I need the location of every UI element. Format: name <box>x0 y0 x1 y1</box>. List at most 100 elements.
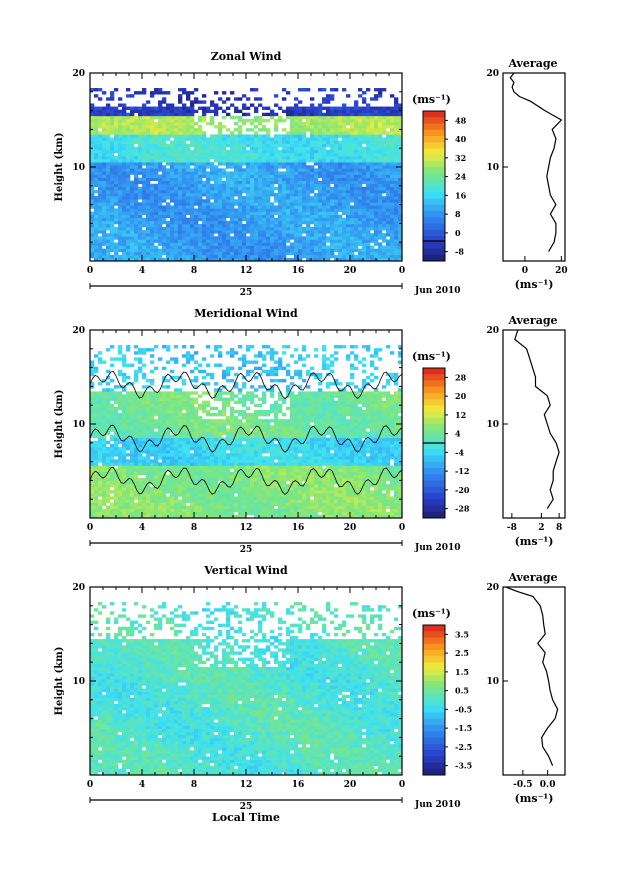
x-tick-label: 0 <box>87 523 93 533</box>
x-tick-label: 20 <box>344 780 357 790</box>
profile-x-tick: -0.5 <box>513 780 532 790</box>
heatmap-field <box>90 602 403 776</box>
colorbar-tick: -0.5 <box>455 704 472 714</box>
profile-frame <box>502 586 566 776</box>
x-tick-label: 4 <box>139 266 145 276</box>
x-tick-label: 20 <box>344 523 357 533</box>
profile-x-label: (ms⁻¹) <box>515 792 554 805</box>
y-axis-label: Height (km) <box>54 133 65 202</box>
colorbar-tick: -4 <box>455 447 464 457</box>
x-tick-label: 8 <box>191 266 197 276</box>
x-axis: 0 4 8 12 16 20 0 <box>87 330 405 533</box>
colorbar-tick: 24 <box>455 172 467 182</box>
colorbar: (ms⁻¹) 28 20 12 4 -4 -12 -20 -28 <box>412 350 470 519</box>
average-profile: Average 10 20 -8 2 8(ms⁻¹) <box>486 314 566 548</box>
x-tick-label: 0 <box>399 523 405 533</box>
profile-y-tick: 10 <box>486 163 499 173</box>
date-bar: 25 Jun 2010 <box>89 797 461 812</box>
x-tick-label: 16 <box>292 523 305 533</box>
x-tick-label: 8 <box>191 780 197 790</box>
y-axis: 10 20 Height (km) <box>54 326 402 500</box>
profile-title: Average <box>507 571 557 584</box>
colorbar: (ms⁻¹) 3.5 2.5 1.5 0.5 -0.5 -1.5 -2.5 -3.5 <box>412 607 472 776</box>
colorbar-tick: -12 <box>455 466 469 476</box>
profile-x-tick: -8 <box>507 523 517 533</box>
colorbar-tick: 0.5 <box>455 686 469 696</box>
x-axis-label: Local Time <box>212 811 280 824</box>
profile-y-tick: 20 <box>486 326 499 336</box>
x-tick-label: 12 <box>240 266 253 276</box>
profile-line <box>514 329 560 509</box>
colorbar-tick: -2.5 <box>455 742 472 752</box>
x-tick-label: 8 <box>191 523 197 533</box>
day-label: 25 <box>240 802 253 812</box>
profile-x-tick: 0 <box>522 266 528 276</box>
x-tick-label: 12 <box>240 523 253 533</box>
day-label: 25 <box>240 288 253 298</box>
profile-y-tick: 20 <box>486 583 499 593</box>
y-axis: 10 20 Height (km) <box>54 583 402 757</box>
colorbar-unit: (ms⁻¹) <box>412 93 451 106</box>
colorbar-tick: 8 <box>455 209 461 219</box>
x-tick-label: 0 <box>87 780 93 790</box>
x-tick-label: 0 <box>87 266 93 276</box>
x-tick-label: 4 <box>139 523 145 533</box>
profile-y-tick: 10 <box>486 677 499 687</box>
profile-x-tick: 8 <box>556 523 562 533</box>
profile-x-tick: 20 <box>555 266 568 276</box>
profile-y-tick: 10 <box>486 420 499 430</box>
y-axis-label: Height (km) <box>54 390 65 459</box>
colorbar-tick: 0 <box>455 228 461 238</box>
x-axis: 0 4 8 12 16 20 0 <box>87 587 405 790</box>
colorbar-unit: (ms⁻¹) <box>412 607 451 620</box>
colorbar-tick: 32 <box>455 153 466 163</box>
heatmap-field <box>90 88 403 262</box>
date-bar: 25 Jun 2010 <box>89 540 461 555</box>
colorbar-tick: -8 <box>455 247 464 257</box>
panel-title: Vertical Wind <box>203 564 288 577</box>
profile-x-label: (ms⁻¹) <box>515 278 554 291</box>
x-axis: 0 4 8 12 16 20 0 <box>87 73 405 276</box>
x-tick-label: 20 <box>344 266 357 276</box>
profile-x-tick: 0.0 <box>540 780 556 790</box>
colorbar-tick: -3.5 <box>455 761 472 771</box>
profile-x-label: (ms⁻¹) <box>515 535 554 548</box>
x-tick-label: 4 <box>139 780 145 790</box>
colorbar-tick: 20 <box>455 391 467 401</box>
colorbar-tick: 16 <box>455 190 467 200</box>
colorbar-tick: 2.5 <box>455 648 469 658</box>
colorbar-tick: -20 <box>455 485 470 495</box>
profile-line <box>509 72 563 252</box>
y-tick-label: 20 <box>72 326 85 336</box>
panel-3: Vertical Wind 0 4 8 12 16 20 0 10 20 Height (km) 25… <box>54 564 566 812</box>
colorbar: (ms⁻¹) 48 40 32 24 16 8 0 -8 <box>412 93 467 262</box>
colorbar-tick: 28 <box>455 372 467 382</box>
y-tick-label: 20 <box>72 69 85 79</box>
panel-title: Meridional Wind <box>194 307 298 320</box>
x-tick-label: 16 <box>292 266 305 276</box>
zero-contours <box>89 371 403 496</box>
profile-frame <box>502 329 566 519</box>
y-axis: 10 20 Height (km) <box>54 69 402 243</box>
colorbar-tick: 3.5 <box>455 629 469 639</box>
panel-2: Meridional Wind 0 4 8 12 16 20 0 10 20 Height (km)… <box>54 307 566 555</box>
colorbar-tick: -28 <box>455 504 470 514</box>
y-tick-label: 10 <box>72 677 85 687</box>
y-axis-label: Height (km) <box>54 647 65 716</box>
colorbar-tick: 12 <box>455 410 466 420</box>
y-tick-label: 20 <box>72 583 85 593</box>
profile-x-tick: 2 <box>538 523 544 533</box>
colorbar-tick: 48 <box>455 115 467 125</box>
x-tick-label: 12 <box>240 780 253 790</box>
profile-line <box>505 586 559 766</box>
profile-title: Average <box>507 314 557 327</box>
colorbar-tick: 40 <box>455 134 467 144</box>
day-label: 25 <box>240 545 253 555</box>
date-label: Jun 2010 <box>414 800 461 810</box>
x-tick-label: 0 <box>399 266 405 276</box>
average-profile: Average 10 20 -0.5 0.0 (ms⁻¹) <box>486 571 566 805</box>
profile-y-tick: 20 <box>486 69 499 79</box>
